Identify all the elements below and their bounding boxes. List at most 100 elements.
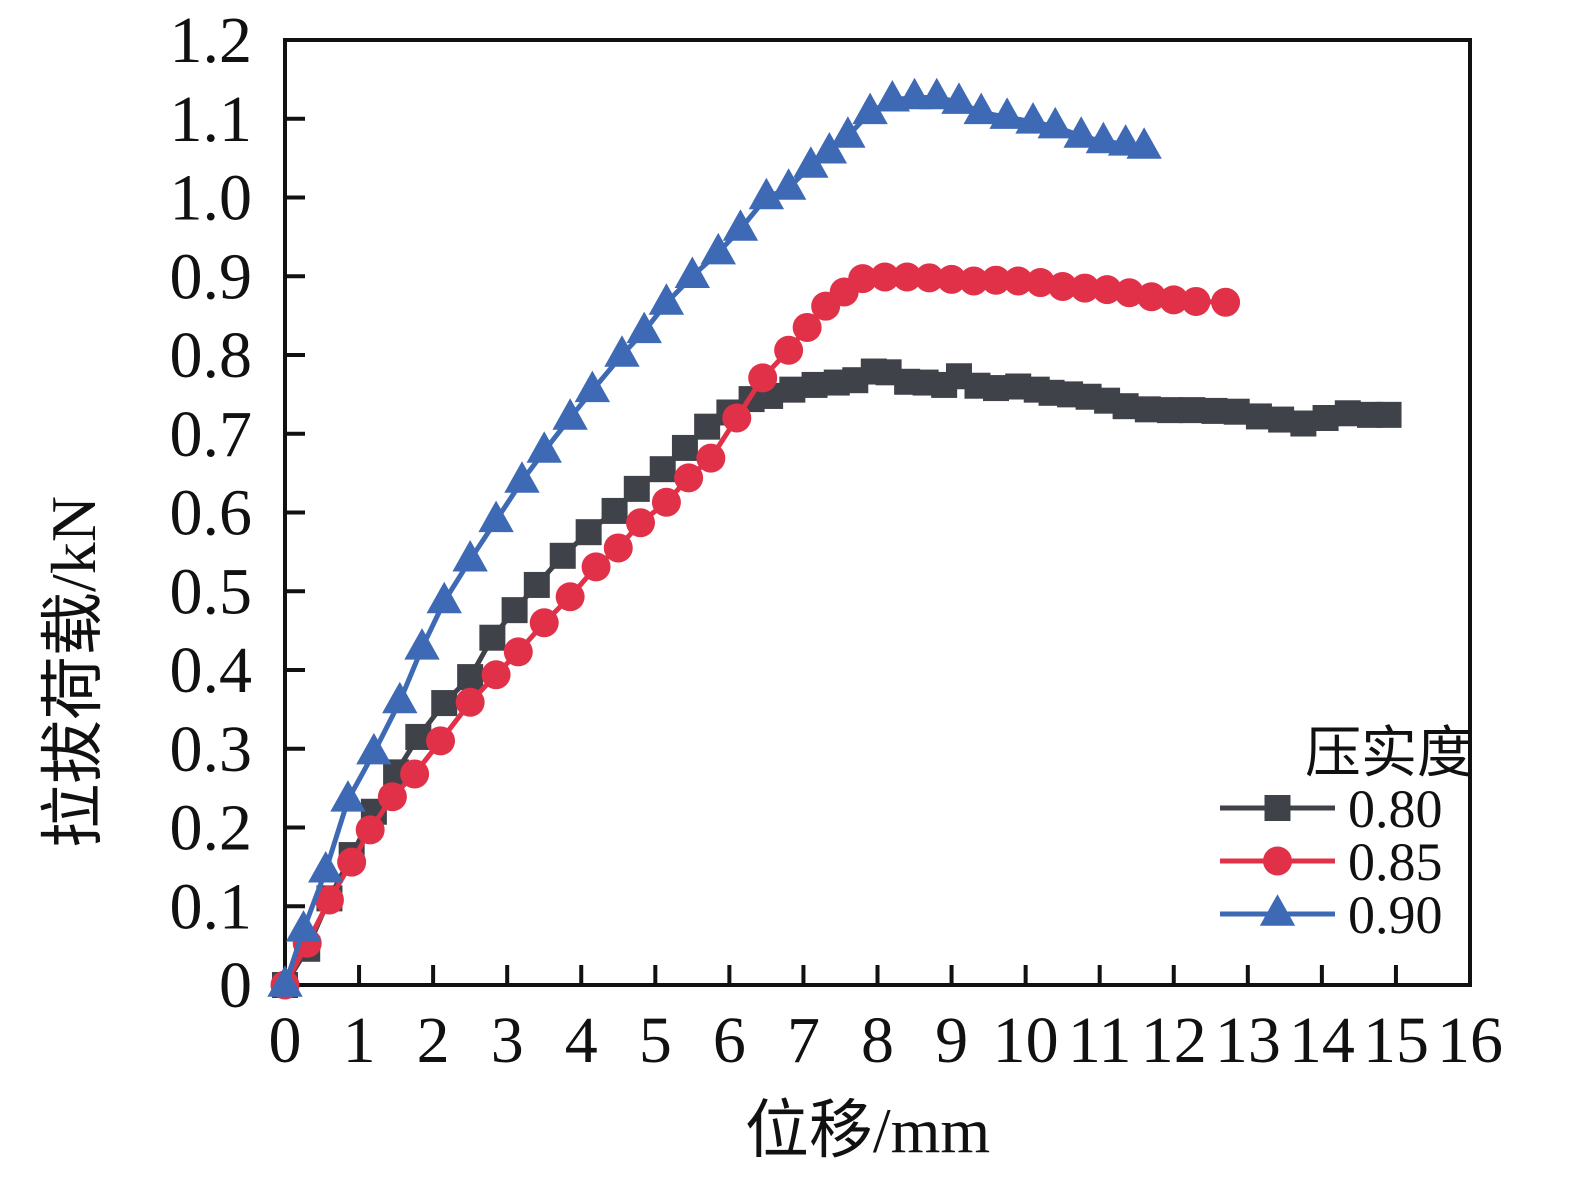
triangle-marker (748, 177, 785, 210)
circle-marker (481, 660, 511, 690)
square-marker (1179, 397, 1206, 424)
square-marker (1290, 410, 1317, 437)
triangle-marker (285, 910, 322, 942)
triangle-marker (356, 732, 392, 765)
circle-marker (914, 263, 944, 293)
axes: 0 1 2 3 4 5 6 7 8 9 10 11 12 13 14 15 1600.10.20.30.40.5… (170, 4, 1504, 1077)
triangle-marker (504, 461, 540, 493)
square-marker (671, 434, 698, 461)
square-marker (1268, 406, 1295, 433)
x-tick-label: 15 (1363, 1004, 1429, 1077)
circle-marker (1003, 266, 1033, 296)
square-marker (575, 519, 602, 546)
square-marker (431, 690, 458, 717)
square-marker (1245, 403, 1272, 430)
triangle-marker (770, 168, 807, 200)
circle-marker (674, 463, 704, 493)
circle-marker (1048, 271, 1078, 301)
square-marker (1375, 401, 1402, 428)
x-tick-label: 4 (565, 1004, 598, 1077)
legend-entry-0.85: 0.85 (1220, 832, 1443, 892)
square-marker (1134, 396, 1161, 423)
circle-marker (1070, 273, 1100, 303)
x-axis-title: 位移/mm (745, 1095, 990, 1166)
circle-marker (337, 847, 367, 877)
circle-marker (400, 759, 430, 789)
triangle-marker (267, 965, 303, 997)
axis-titles: 位移/mm 拉拔荷载/kN (38, 496, 990, 1166)
square-marker (501, 597, 528, 624)
circle-marker (892, 262, 922, 292)
triangle-marker (1126, 127, 1162, 159)
square-marker (623, 475, 650, 502)
x-tick-label: 11 (1068, 1004, 1132, 1077)
data-series (267, 77, 1402, 1000)
circle-marker (774, 335, 804, 365)
circle-marker (581, 552, 611, 582)
y-tick-label: 1.2 (170, 4, 253, 77)
square-marker (1334, 400, 1361, 427)
triangle-marker (552, 398, 588, 430)
triangle-marker (793, 146, 829, 178)
triangle-marker (648, 283, 685, 315)
triangle-marker (574, 370, 611, 403)
triangle-marker (478, 500, 514, 533)
circle-marker (314, 885, 344, 915)
circle-marker (937, 264, 967, 294)
circle-marker (696, 443, 726, 473)
y-tick-label: 0.1 (170, 870, 253, 943)
triangle-marker (919, 77, 955, 110)
circle-marker (426, 726, 456, 756)
y-tick-label: 0.6 (170, 477, 253, 550)
square-marker (1201, 397, 1228, 424)
circle-marker (455, 687, 485, 717)
circle-marker (651, 487, 681, 517)
y-tick-label: 1.1 (170, 83, 253, 156)
circle-marker (1114, 278, 1144, 308)
triangle-marker (604, 335, 640, 367)
square-marker (1312, 405, 1339, 431)
circle-marker (1025, 268, 1055, 298)
square-marker (779, 376, 806, 403)
triangle-marker (963, 92, 999, 125)
triangle-marker (700, 232, 736, 265)
square-marker (457, 664, 484, 691)
triangle-marker (811, 132, 848, 164)
circle-marker (603, 533, 633, 563)
circle-marker (722, 403, 752, 433)
circle-marker (377, 782, 407, 812)
y-tick-label: 0.3 (170, 713, 253, 786)
triangle-marker (852, 92, 888, 125)
y-tick-label: 0.4 (170, 634, 253, 707)
series-0.85 (270, 262, 1241, 1000)
triangle-marker (452, 539, 488, 572)
triangle-marker (308, 851, 344, 883)
legend-entry-0.90: 0.90 (1220, 885, 1443, 945)
y-tick-label: 1.0 (170, 162, 253, 235)
y-tick-label: 0.5 (170, 555, 253, 628)
square-marker (1223, 398, 1250, 425)
square-marker (479, 624, 506, 651)
series-line-0.90 (282, 95, 1145, 986)
y-tick-label: 0 (219, 949, 252, 1022)
square-marker (523, 571, 550, 598)
legend-label: 0.85 (1348, 832, 1443, 892)
series-line-0.80 (282, 368, 1389, 987)
triangle-marker (941, 82, 977, 114)
triangle-marker (722, 209, 759, 241)
legend-label: 0.90 (1348, 885, 1443, 945)
circle-marker (1159, 285, 1189, 315)
x-tick-label: 12 (1141, 1004, 1207, 1077)
triangle-marker (1085, 121, 1122, 154)
x-tick-label: 16 (1437, 1004, 1503, 1077)
square-marker (649, 456, 676, 483)
y-tick-label: 0.7 (170, 398, 253, 471)
circle-marker (503, 637, 533, 667)
circle-marker (1137, 282, 1167, 312)
x-tick-label: 5 (639, 1004, 672, 1077)
circle-marker (555, 582, 585, 612)
circle-marker (1092, 275, 1122, 305)
circle-marker (848, 264, 878, 294)
triangle-marker (330, 780, 366, 812)
